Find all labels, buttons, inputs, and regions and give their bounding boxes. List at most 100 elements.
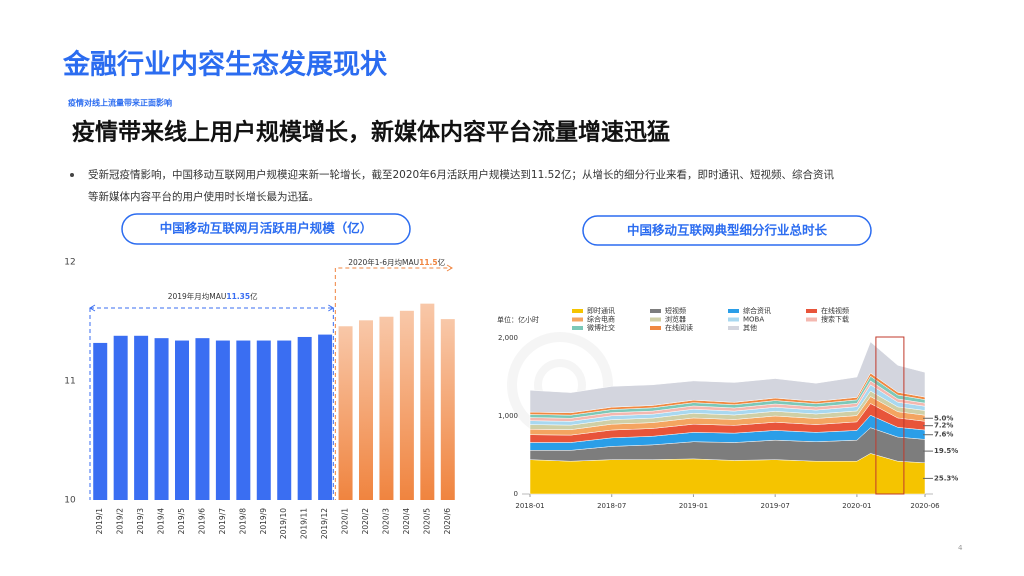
bar [297, 336, 312, 500]
legend-label: 在线阅读 [665, 323, 693, 332]
x-tick-label: 2020/1 [341, 508, 350, 535]
x-tick-label: 2019/1 [95, 508, 104, 535]
legend-label: 综合资讯 [743, 306, 771, 315]
legend-swatch [650, 309, 661, 313]
legend-label: 其他 [743, 323, 757, 332]
chart-title-pill [582, 215, 872, 246]
y-tick-label: 10 [64, 496, 76, 506]
legend-swatch [728, 309, 739, 313]
legend-label: 短视频 [665, 306, 686, 315]
legend-swatch [806, 317, 817, 322]
share-label: 5.0% [934, 414, 953, 422]
x-tick-label: 2019/7 [218, 508, 227, 535]
y-tick-label: 1,000 [498, 412, 518, 420]
annotation-part: 亿 [438, 257, 446, 267]
chart-title: 中国移动互联网月活跃用户规模（亿） [160, 221, 373, 236]
arrow [446, 264, 453, 272]
y-tick-label: 2,000 [498, 334, 518, 342]
x-tick-label: 2020/5 [422, 508, 431, 535]
legend-swatch [650, 326, 661, 330]
share-label: 25.3% [934, 474, 958, 482]
x-tick-label: 2019/6 [197, 508, 206, 535]
legend-label: 微博社交 [587, 323, 615, 332]
x-tick-label: 2019/9 [259, 508, 268, 535]
bar [420, 303, 435, 500]
bullet-line: 受新冠疫情影响，中国移动互联网用户规模迎来新一轮增长，截至2020年6月活跃用户… [88, 168, 834, 181]
slide-title: 金融行业内容生态发展现状 [62, 49, 388, 81]
bar [113, 335, 128, 500]
legend-swatch [728, 326, 739, 330]
chart-title-pill [121, 213, 411, 245]
bullet-line: 等新媒体内容平台的用户使用时长增长最为迅猛。 [88, 190, 319, 203]
share-label: 19.5% [934, 447, 958, 455]
x-tick-label: 2019/5 [177, 508, 186, 535]
bar [379, 316, 394, 500]
x-tick-label: 2020-06 [910, 502, 940, 510]
arrow [89, 304, 96, 312]
bar [154, 338, 169, 500]
bar [399, 310, 414, 500]
annotation: 2020年1-6月均MAU11.5亿 [348, 257, 445, 267]
x-tick-label: 2020/2 [361, 508, 370, 535]
x-tick-label: 2019-01 [679, 502, 708, 510]
legend-label: 浏览器 [665, 315, 686, 324]
share-label: 7.2% [934, 422, 953, 430]
annotation-part: 亿 [250, 291, 258, 301]
legend-swatch [572, 309, 583, 313]
bullet-dot [70, 173, 74, 177]
bar [236, 340, 251, 500]
bar [277, 340, 292, 500]
bar [195, 338, 210, 500]
legend-label: MOBA [743, 316, 764, 324]
legend-swatch [728, 317, 739, 322]
x-tick-label: 2019-07 [761, 502, 790, 510]
bar [215, 340, 230, 500]
annotation-part: 11.35 [226, 292, 250, 301]
bar [93, 342, 108, 500]
bar [256, 340, 271, 500]
x-tick-label: 2019/10 [279, 508, 288, 539]
x-tick-label: 2018-07 [597, 502, 626, 510]
x-tick-label: 2020/4 [402, 508, 411, 535]
bar [359, 320, 373, 500]
x-tick-label: 2019/4 [157, 508, 166, 535]
x-tick-label: 2019/3 [136, 508, 145, 535]
area [529, 341, 926, 414]
x-tick-label: 2019/2 [116, 508, 125, 535]
annotation-part: 2019年月均MAU [168, 291, 227, 301]
y-tick-label: 0 [514, 490, 518, 498]
legend-label: 综合电商 [587, 315, 615, 324]
y-unit: 单位：亿小时 [497, 315, 539, 324]
subtitle: 疫情对线上流量带来正面影响 [68, 98, 172, 108]
x-tick-label: 2020-01 [842, 502, 871, 510]
legend-swatch [572, 317, 583, 322]
annotation: 2019年月均MAU11.35亿 [168, 291, 258, 301]
legend-swatch [572, 326, 583, 330]
legend-swatch [806, 309, 817, 313]
bar [134, 335, 149, 500]
bar [440, 319, 455, 500]
x-tick-label: 2018-01 [515, 502, 544, 510]
legend-label: 搜索下载 [821, 315, 849, 324]
annotation-part: 2020年1-6月均MAU [348, 257, 419, 267]
x-tick-label: 2019/8 [238, 508, 247, 535]
annotation-part: 11.5 [419, 258, 438, 267]
bar [338, 326, 353, 500]
x-tick-label: 2019/11 [300, 508, 309, 539]
x-tick-label: 2020/3 [381, 508, 390, 535]
y-tick-label: 11 [64, 377, 75, 387]
legend-swatch [650, 317, 661, 322]
x-tick-label: 2020/6 [443, 508, 452, 535]
chart-title: 中国移动互联网典型细分行业总时长 [627, 223, 828, 238]
bar [318, 334, 333, 500]
legend-label: 在线视频 [821, 306, 849, 315]
y-tick-label: 12 [64, 258, 75, 268]
bar [175, 340, 189, 500]
highlight-box [875, 336, 905, 495]
page-number: 4 [958, 544, 963, 552]
share-label: 7.6% [934, 431, 953, 439]
x-tick-label: 2019/12 [320, 508, 329, 539]
legend-label: 即时通讯 [587, 306, 615, 315]
headline: 疫情带来线上用户规模增长，新媒体内容平台流量增速迅猛 [72, 119, 670, 146]
